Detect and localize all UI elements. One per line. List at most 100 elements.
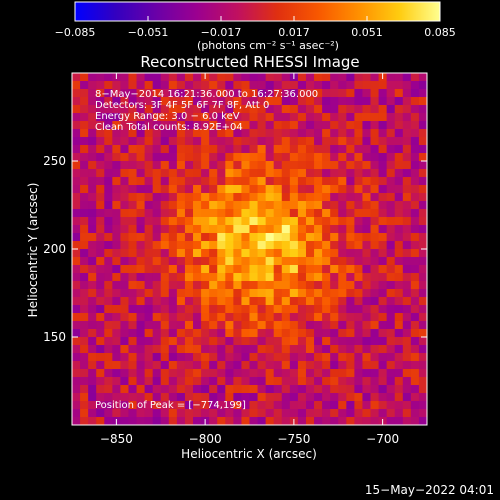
- heatmap-cell: [338, 369, 347, 378]
- heatmap-cell: [394, 137, 404, 146]
- heatmap-cell: [233, 257, 243, 266]
- heatmap-cell: [265, 281, 275, 290]
- heatmap-cell: [314, 361, 323, 370]
- heatmap-cell: [176, 345, 186, 354]
- heatmap-cell: [314, 193, 323, 202]
- heatmap-cell: [201, 201, 210, 210]
- heatmap-cell: [201, 329, 210, 338]
- heatmap-cell: [281, 177, 291, 186]
- heatmap-cell: [88, 369, 97, 378]
- heatmap-cell: [370, 177, 380, 186]
- heatmap-cell: [370, 137, 380, 146]
- heatmap-cell: [168, 265, 178, 274]
- heatmap-cell: [233, 193, 243, 202]
- heatmap-cell: [386, 193, 396, 202]
- heatmap-cell: [184, 81, 194, 90]
- heatmap-cell: [193, 297, 202, 306]
- heatmap-cell: [314, 265, 323, 274]
- heatmap-cell: [241, 161, 251, 170]
- heatmap-cell: [144, 265, 154, 274]
- heatmap-cell: [241, 297, 251, 306]
- heatmap-cell: [233, 377, 243, 386]
- heatmap-cell: [354, 89, 364, 98]
- heatmap-cell: [96, 81, 105, 90]
- heatmap-cell: [249, 249, 259, 258]
- heatmap-cell: [128, 241, 138, 250]
- heatmap-cell: [193, 113, 202, 122]
- heatmap-cell: [354, 361, 364, 370]
- heatmap-cell: [217, 209, 226, 218]
- heatmap-cell: [265, 289, 275, 298]
- heatmap-cell: [362, 105, 372, 114]
- heatmap-cell: [378, 145, 388, 154]
- heatmap-cell: [386, 369, 396, 378]
- heatmap-cell: [241, 113, 251, 122]
- heatmap-cell: [362, 353, 372, 362]
- heatmap-cell: [96, 273, 105, 282]
- heatmap-cell: [136, 105, 146, 114]
- heatmap-cell: [88, 97, 97, 106]
- heatmap-cell: [88, 409, 97, 418]
- heatmap-cell: [88, 321, 97, 330]
- heatmap-cell: [168, 201, 178, 210]
- heatmap-cell: [281, 337, 291, 346]
- heatmap-cell: [249, 233, 259, 242]
- heatmap-cell: [410, 377, 420, 386]
- heatmap-cell: [193, 337, 202, 346]
- heatmap-cell: [354, 121, 364, 130]
- heatmap-cell: [80, 417, 89, 425]
- heatmap-cell: [305, 209, 315, 218]
- heatmap-cell: [297, 241, 307, 250]
- heatmap-cell: [265, 345, 275, 354]
- heatmap-cell: [88, 129, 97, 138]
- heatmap-cell: [249, 129, 259, 138]
- heatmap-cell: [217, 385, 226, 394]
- heatmap-cell: [330, 329, 339, 338]
- heatmap-cell: [144, 401, 154, 410]
- heatmap-cell: [273, 121, 283, 130]
- heatmap-cell: [88, 329, 97, 338]
- heatmap-cell: [338, 321, 347, 330]
- heatmap-cell: [217, 281, 226, 290]
- heatmap-cell: [72, 121, 81, 130]
- heatmap-cell: [257, 361, 267, 370]
- heatmap-cell: [241, 337, 251, 346]
- heatmap-cell: [144, 201, 154, 210]
- heatmap-cell: [257, 105, 267, 114]
- heatmap-cell: [378, 217, 388, 226]
- heatmap-cell: [378, 137, 388, 146]
- heatmap-cell: [201, 153, 210, 162]
- heatmap-cell: [88, 73, 97, 82]
- heatmap-cell: [168, 177, 178, 186]
- heatmap-cell: [160, 417, 170, 425]
- heatmap-cell: [402, 417, 412, 425]
- heatmap-cell: [402, 121, 412, 130]
- heatmap-cell: [402, 177, 412, 186]
- heatmap-cell: [354, 369, 364, 378]
- heatmap-cell: [152, 81, 162, 90]
- heatmap-cell: [273, 105, 283, 114]
- heatmap-cell: [257, 377, 267, 386]
- heatmap-cell: [394, 193, 404, 202]
- heatmap-cell: [104, 393, 113, 402]
- heatmap-cell: [249, 353, 259, 362]
- heatmap-cell: [176, 105, 186, 114]
- heatmap-cell: [201, 249, 210, 258]
- heatmap-cell: [330, 185, 339, 194]
- heatmap-cell: [410, 113, 420, 122]
- heatmap-cell: [144, 137, 154, 146]
- heatmap-cell: [346, 105, 355, 114]
- heatmap-cell: [362, 281, 372, 290]
- heatmap-cell: [193, 169, 202, 178]
- heatmap-cell: [233, 273, 243, 282]
- heatmap-cell: [201, 385, 210, 394]
- heatmap-cell: [160, 105, 170, 114]
- heatmap-cell: [394, 89, 404, 98]
- heatmap-cell: [217, 313, 226, 322]
- heatmap-cell: [257, 129, 267, 138]
- heatmap-cell: [184, 353, 194, 362]
- heatmap-cell: [152, 345, 162, 354]
- heatmap-cell: [338, 281, 347, 290]
- heatmap-cell: [297, 393, 307, 402]
- heatmap-cell: [386, 113, 396, 122]
